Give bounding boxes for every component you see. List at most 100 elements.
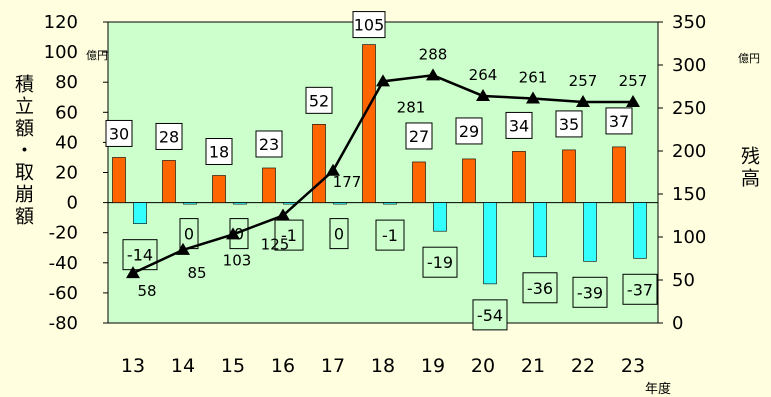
left-axis-unit: 億円 <box>86 49 108 62</box>
left-tick-label: -60 <box>49 283 78 304</box>
left-tick-label: 60 <box>55 102 78 123</box>
right-tick-label: 350 <box>672 12 706 33</box>
bar-reserve-label: 29 <box>455 117 483 145</box>
label-text: 27 <box>409 127 429 146</box>
right-axis-label: 残高 <box>738 146 760 190</box>
label-text: 29 <box>459 122 479 141</box>
bar-withdrawal <box>633 202 647 259</box>
bar-reserve <box>512 151 526 203</box>
left-tick-label: -20 <box>49 223 78 244</box>
balance-label: 288 <box>419 45 448 63</box>
label-box <box>422 246 458 278</box>
x-tick-label: 22 <box>571 355 595 377</box>
bar-reserve-label: 28 <box>155 122 183 150</box>
bar-reserve-label: 27 <box>405 122 433 150</box>
bar-reserve-label: 23 <box>255 130 283 158</box>
balance-label: 264 <box>469 66 498 84</box>
label-text: 35 <box>559 115 579 134</box>
bar-withdrawal-label: -39 <box>572 276 608 308</box>
right-tick-label: 100 <box>672 227 706 248</box>
label-box <box>472 299 508 331</box>
x-tick-label: 14 <box>171 355 195 377</box>
balance-marker <box>126 266 140 279</box>
balance-marker <box>526 91 540 104</box>
bar-withdrawal-label: -19 <box>422 246 458 278</box>
left-tick-label: -80 <box>49 313 78 334</box>
balance-marker <box>476 88 490 101</box>
bar-withdrawal-label: -1 <box>274 219 304 251</box>
right-tick-label: 300 <box>672 55 706 76</box>
balance-marker <box>326 163 340 176</box>
x-tick-label: 17 <box>321 355 345 377</box>
bar-reserve-label: 34 <box>505 111 533 139</box>
left-tick-label: 80 <box>55 72 78 93</box>
bar-withdrawal <box>333 202 347 205</box>
label-box <box>305 86 333 114</box>
balance-label: 85 <box>187 264 206 282</box>
balance-label: 257 <box>619 72 648 90</box>
label-box <box>455 117 483 145</box>
bar-withdrawal <box>533 202 547 258</box>
label-box <box>329 218 349 250</box>
balance-label: 177 <box>333 173 362 191</box>
label-text: -19 <box>427 253 453 272</box>
right-tick-label: 150 <box>672 184 706 205</box>
label-box <box>155 122 183 150</box>
label-text: 34 <box>509 116 529 135</box>
bar-withdrawal <box>133 202 147 224</box>
balance-marker <box>376 74 390 87</box>
bar-reserve-label: 30 <box>105 119 133 147</box>
x-tick-label: 20 <box>471 355 495 377</box>
balance-label: 261 <box>519 69 548 87</box>
bar-withdrawal <box>233 202 247 205</box>
label-text: 28 <box>159 127 179 146</box>
bar-withdrawal-label: -54 <box>472 299 508 331</box>
label-text: 0 <box>184 225 194 244</box>
bar-reserve <box>562 149 576 203</box>
label-text: 30 <box>109 124 129 143</box>
left-tick-label: 120 <box>44 12 78 33</box>
bar-withdrawal <box>483 202 497 285</box>
bar-reserve <box>412 161 426 203</box>
bar-reserve-label: 37 <box>605 107 633 135</box>
label-box <box>352 11 386 39</box>
bar-withdrawal-label: -37 <box>622 273 658 305</box>
label-box <box>605 107 633 135</box>
label-text: -54 <box>477 306 503 325</box>
label-box <box>375 219 405 251</box>
label-box <box>522 272 558 304</box>
left-tick-label: 100 <box>44 42 78 63</box>
bar-withdrawal <box>383 202 397 205</box>
label-box <box>205 138 233 166</box>
balance-marker <box>576 94 590 107</box>
x-tick-label: 19 <box>421 355 445 377</box>
label-box <box>405 122 433 150</box>
right-axis-unit: 億円 <box>738 52 760 65</box>
label-text: 23 <box>259 135 279 154</box>
bar-reserve <box>612 146 626 203</box>
balance-marker <box>426 68 440 81</box>
label-text: 37 <box>609 112 629 131</box>
bar-withdrawal <box>583 202 597 262</box>
balance-marker <box>626 94 640 107</box>
right-tick-label: 200 <box>672 141 706 162</box>
bar-withdrawal <box>183 202 197 205</box>
x-tick-label: 16 <box>271 355 295 377</box>
label-box <box>255 130 283 158</box>
label-box <box>572 276 608 308</box>
label-box <box>505 111 533 139</box>
label-box <box>555 110 583 138</box>
label-text: -39 <box>577 283 603 302</box>
label-box <box>274 219 304 251</box>
left-tick-label: 0 <box>67 193 78 214</box>
balance-marker <box>276 208 290 221</box>
label-text: -14 <box>127 246 153 265</box>
balance-label: 257 <box>569 72 598 90</box>
bar-withdrawal-label: 0 <box>329 218 349 250</box>
balance-label: 58 <box>137 282 156 300</box>
bar-withdrawal-label: -1 <box>375 219 405 251</box>
label-box <box>105 119 133 147</box>
bar-reserve <box>462 158 476 203</box>
left-axis-label: 積立額・取崩額 <box>12 74 34 228</box>
bar-reserve <box>362 44 376 203</box>
